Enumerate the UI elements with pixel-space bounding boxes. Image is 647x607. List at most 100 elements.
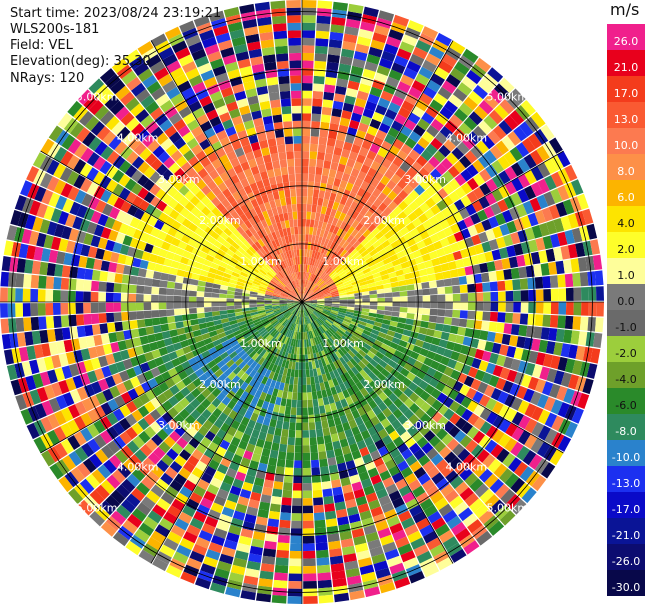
range-gate-cell (188, 290, 197, 297)
range-gate-cell (354, 295, 363, 299)
range-gate-cell (335, 350, 342, 359)
range-gate-cell (475, 57, 492, 73)
range-gate-cell (223, 433, 234, 444)
range-gate-cell (246, 237, 255, 246)
range-gate-cell (93, 185, 106, 200)
range-gate-cell (295, 354, 300, 363)
range-gate-cell (335, 317, 344, 323)
range-gate-cell (151, 349, 161, 359)
range-gate-cell (151, 317, 161, 326)
range-gate-cell (206, 403, 217, 414)
range-gate-cell (182, 112, 196, 125)
range-gate-cell (16, 332, 27, 347)
range-gate-cell (329, 371, 336, 380)
range-gate-cell (108, 136, 122, 150)
range-gate-cell (356, 154, 366, 164)
range-gate-cell (115, 85, 131, 100)
range-gate-cell (152, 504, 167, 518)
range-gate-cell (403, 67, 418, 80)
range-gate-cell (302, 302, 310, 304)
range-gate-cell (262, 115, 273, 125)
range-gate-cell (249, 294, 258, 298)
range-gate-cell (302, 166, 309, 174)
range-gate-cell (312, 227, 318, 236)
range-gate-cell (235, 503, 248, 514)
range-gate-cell (354, 329, 363, 336)
range-gate-cell (339, 156, 349, 166)
range-gate-cell (390, 226, 400, 236)
range-gate-cell (307, 307, 314, 313)
range-gate-cell (235, 447, 246, 458)
range-gate-cell (267, 402, 275, 412)
range-gate-cell (423, 504, 438, 518)
range-gate-cell (296, 316, 299, 325)
range-gate-cell (286, 329, 292, 338)
range-gate-cell (294, 158, 302, 167)
range-gate-cell (212, 283, 221, 289)
range-gate-cell (189, 195, 201, 206)
range-gate-cell (288, 322, 293, 330)
range-gate-cell (341, 110, 352, 120)
range-gate-cell (274, 214, 281, 223)
range-gate-cell (239, 271, 249, 278)
range-gate-cell (259, 328, 267, 336)
range-gate-cell (311, 250, 316, 259)
range-gate-cell (317, 269, 323, 277)
range-gate-cell (371, 343, 381, 351)
range-gate-cell (234, 333, 244, 340)
range-gate-cell (332, 234, 340, 243)
colorbar-tick-label: 0.0 (617, 295, 635, 308)
range-gate-cell (256, 85, 269, 96)
range-gate-cell (101, 444, 115, 459)
range-gate-cell (131, 123, 145, 137)
range-gate-cell (216, 129, 228, 141)
range-gate-cell (264, 226, 271, 235)
range-gate-cell (190, 388, 201, 398)
range-gate-cell (293, 467, 302, 476)
range-gate-cell (100, 521, 117, 537)
range-gate-cell (254, 389, 263, 399)
range-gate-cell (533, 326, 543, 339)
range-gate-cell (537, 409, 551, 425)
range-gate-cell (455, 404, 467, 417)
range-gate-cell (563, 388, 575, 404)
range-gate-cell (435, 32, 452, 47)
range-gate-cell (342, 421, 351, 432)
range-gate-cell (294, 302, 302, 304)
range-gate-cell (541, 207, 553, 222)
range-gate-cell (426, 328, 435, 337)
range-gate-cell (454, 173, 467, 186)
range-gate-cell (247, 41, 261, 51)
range-gate-cell (332, 352, 339, 361)
range-gate-cell (210, 231, 220, 240)
range-gate-cell (183, 479, 197, 492)
range-gate-cell (478, 196, 490, 209)
range-gate-cell (203, 490, 216, 502)
range-gate-cell (438, 144, 451, 158)
range-gate-cell (60, 423, 74, 438)
range-gate-cell (234, 264, 243, 272)
range-gate-cell (348, 419, 358, 429)
range-gate-cell (373, 395, 383, 406)
range-gate-cell (540, 327, 550, 340)
range-gate-cell (173, 137, 186, 150)
range-gate-cell (104, 95, 120, 110)
range-gate-cell (350, 201, 359, 211)
range-gate-cell (303, 309, 306, 317)
range-gate-cell (382, 319, 391, 326)
range-gate-cell (264, 334, 272, 342)
range-gate-cell (447, 358, 458, 369)
range-gate-cell (389, 254, 399, 262)
range-gate-cell (465, 387, 477, 400)
range-gate-cell (32, 373, 44, 389)
range-gate-cell (394, 88, 408, 100)
range-gate-cell (516, 254, 526, 267)
range-gate-cell (433, 370, 444, 381)
range-gate-cell (258, 285, 267, 291)
range-gate-cell (324, 304, 332, 307)
range-gate-cell (415, 73, 430, 86)
range-gate-cell (43, 356, 54, 371)
range-gate-cell (549, 275, 559, 288)
range-gate-cell (273, 310, 282, 315)
range-gate-cell (178, 196, 190, 207)
